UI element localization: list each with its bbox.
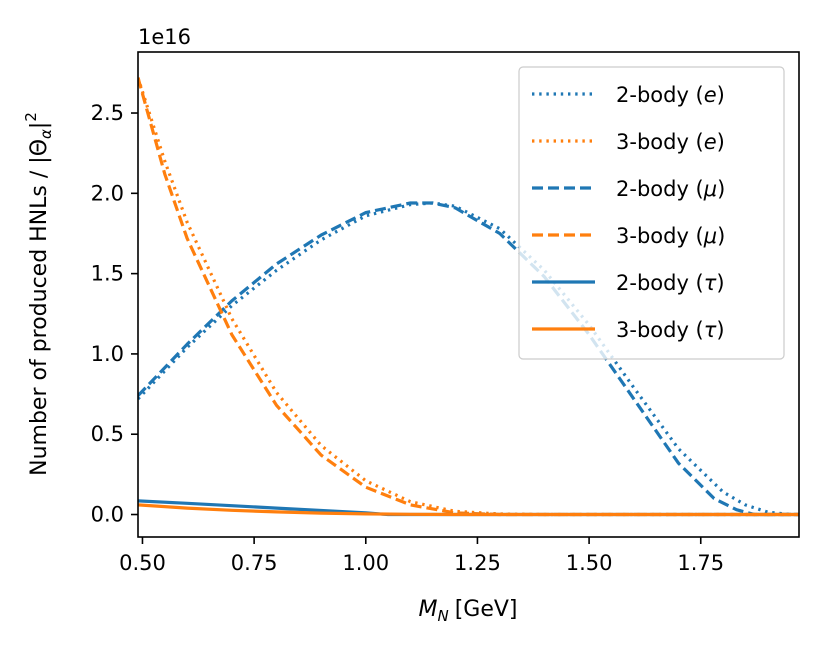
legend-label-4: 3-body (μ)	[616, 224, 725, 248]
x-tick-label: 0.50	[119, 551, 166, 575]
series-line-3	[138, 201, 799, 517]
x-axis-title: MN [GeV]	[418, 597, 517, 625]
x-tick-label: 1.75	[677, 551, 724, 575]
legend-label-5: 2-body (τ)	[616, 271, 725, 295]
series-layer	[138, 77, 799, 517]
legend-label-6: 3-body (τ)	[616, 318, 725, 342]
y-tick-label: 2.0	[91, 181, 124, 205]
y-tick-label: 1.5	[91, 262, 124, 286]
legend-label-1: 2-body (e)	[616, 83, 725, 107]
x-tick-label: 1.50	[566, 551, 613, 575]
x-tick-label: 1.00	[342, 551, 389, 575]
x-tick-label: 1.25	[454, 551, 501, 575]
legend-label-2: 3-body (e)	[616, 130, 725, 154]
y-tick-label: 0.5	[91, 422, 124, 446]
y-tick-label: 2.5	[91, 101, 124, 125]
y-tick-label: 1.0	[91, 342, 124, 366]
y-tick-label: 0.0	[91, 503, 124, 527]
ticks-layer: 0.50 0.75 1.00 1.25 1.50 1.75 0.0 0.5 1.0 1.5 2.0 2…	[91, 101, 725, 575]
plot-frame	[137, 51, 800, 538]
series-line-6	[138, 503, 799, 517]
legend: 2-body (e) 3-body (e) 2-body (μ) 3-body (μ)…	[518, 66, 785, 360]
series-line-1	[138, 201, 799, 517]
legend-box	[518, 66, 785, 360]
y-axis-title: Number of produced HNLs / |Θα|2	[22, 112, 55, 476]
offset-label: 1e16	[138, 25, 191, 49]
legend-label-3: 2-body (μ)	[616, 177, 725, 201]
x-tick-label: 0.75	[231, 551, 278, 575]
